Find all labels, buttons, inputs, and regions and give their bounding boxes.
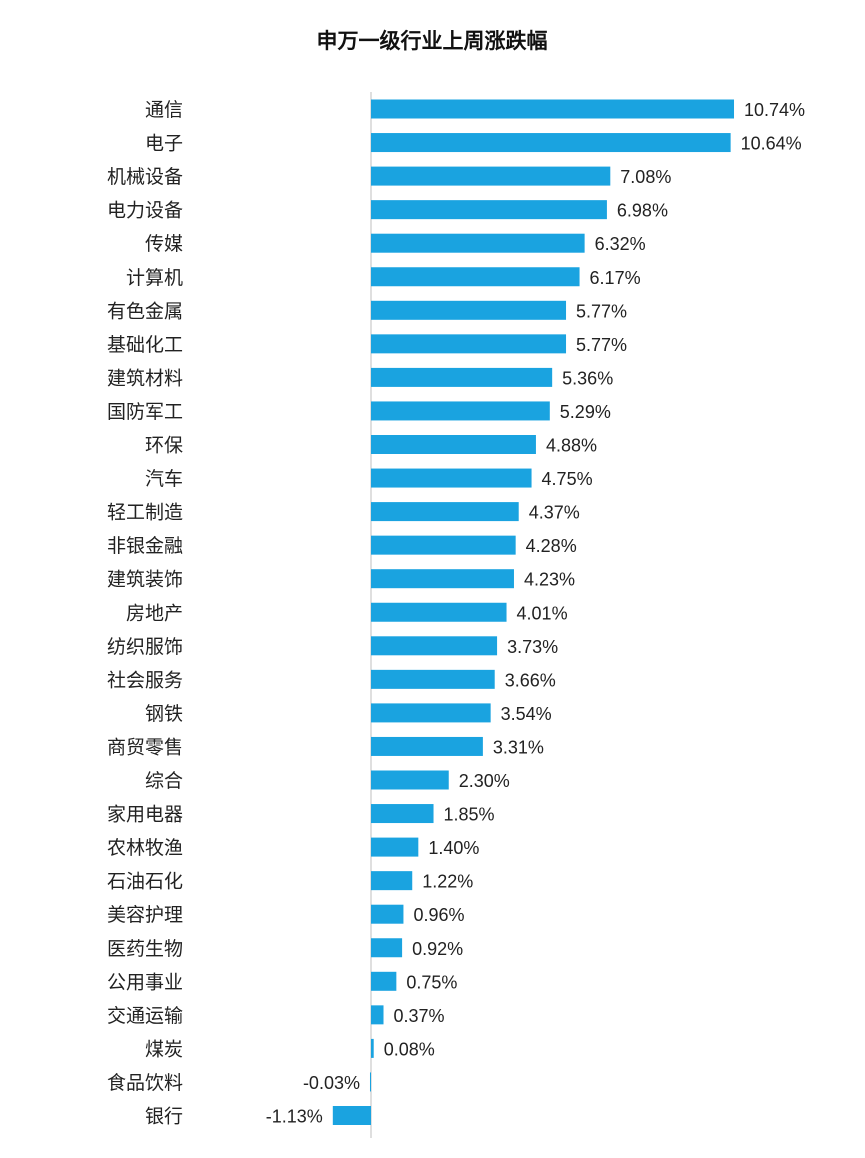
value-label: 4.88%: [546, 436, 597, 456]
bar: [371, 770, 449, 790]
value-label: 2.30%: [459, 771, 510, 791]
category-label: 传媒: [145, 233, 183, 255]
category-label: 综合: [145, 770, 183, 792]
value-label: 0.37%: [394, 1006, 445, 1026]
bar: [371, 468, 532, 488]
bar: [371, 636, 498, 656]
bar: [371, 602, 507, 622]
value-label: 5.36%: [562, 368, 613, 388]
bar: [371, 200, 607, 220]
value-label: 0.08%: [384, 1039, 435, 1059]
category-label: 环保: [145, 435, 183, 457]
category-label: 电子: [145, 133, 183, 155]
bar: [371, 1038, 374, 1058]
bar: [371, 804, 434, 824]
bar: [371, 166, 611, 186]
category-label: 建筑装饰: [107, 569, 183, 591]
value-label: 10.74%: [744, 100, 805, 120]
category-label: 医药生物: [107, 938, 183, 960]
value-label: 5.77%: [576, 335, 627, 355]
value-label: 4.75%: [542, 469, 593, 489]
category-label: 非银金融: [107, 535, 183, 557]
category-label: 石油石化: [107, 871, 183, 893]
bar: [371, 904, 404, 924]
category-label: 家用电器: [107, 804, 183, 826]
category-label: 机械设备: [107, 166, 183, 188]
category-label: 煤炭: [145, 1038, 183, 1060]
category-label: 国防军工: [107, 401, 183, 423]
category-label: 汽车: [145, 468, 183, 490]
bar: [371, 736, 483, 756]
category-label: 食品饮料: [107, 1072, 183, 1094]
value-label: 3.31%: [493, 737, 544, 757]
category-label: 公用事业: [107, 971, 183, 993]
bar: [371, 233, 585, 253]
category-label: 银行: [145, 1106, 183, 1128]
value-label: 6.98%: [617, 201, 668, 221]
value-label: 1.40%: [428, 838, 479, 858]
bar: [371, 99, 735, 119]
category-label: 交通运输: [107, 1005, 183, 1027]
category-label: 钢铁: [145, 703, 183, 725]
category-label: 电力设备: [107, 200, 183, 222]
value-label: 1.22%: [422, 872, 473, 892]
category-label: 房地产: [126, 602, 183, 624]
category-label: 通信: [145, 99, 183, 121]
bar: [371, 871, 413, 891]
value-label: 3.54%: [501, 704, 552, 724]
bar: [371, 367, 553, 387]
category-label: 轻工制造: [107, 502, 183, 524]
category-label: 社会服务: [107, 669, 183, 691]
value-label: -1.13%: [266, 1107, 323, 1127]
value-label: 0.92%: [412, 939, 463, 959]
bar: [371, 837, 419, 857]
category-label: 有色金属: [107, 300, 183, 322]
category-label: 计算机: [126, 267, 183, 289]
category-label: 农林牧渔: [107, 837, 183, 859]
bar: [371, 502, 519, 522]
chart-title: 申万一级行业上周涨跌幅: [317, 29, 548, 53]
value-label: 0.96%: [413, 905, 464, 925]
bar: [371, 435, 536, 454]
value-label: 5.77%: [576, 301, 627, 321]
category-label: 基础化工: [107, 334, 183, 356]
bar: [371, 1005, 384, 1025]
value-label: -0.03%: [303, 1073, 360, 1093]
value-label: 7.08%: [620, 167, 671, 187]
bar: [371, 669, 495, 689]
value-label: 0.75%: [406, 972, 457, 992]
value-label: 6.32%: [595, 234, 646, 254]
category-label: 建筑材料: [107, 367, 183, 389]
value-label: 4.01%: [517, 603, 568, 623]
bar: [371, 703, 491, 723]
bar: [332, 1106, 371, 1125]
value-label: 5.29%: [560, 402, 611, 422]
value-label: 4.23%: [524, 570, 575, 590]
bar: [371, 401, 550, 421]
category-label: 商贸零售: [107, 736, 183, 758]
bar: [371, 938, 403, 958]
bar: [371, 300, 567, 320]
value-label: 1.85%: [444, 805, 495, 825]
bar: [371, 535, 516, 555]
value-label: 3.73%: [507, 637, 558, 657]
bar: [371, 133, 731, 153]
value-label: 6.17%: [590, 268, 641, 288]
bar: [371, 267, 580, 287]
bars-group: 通信 10.74% 电子 10.64% 机械设备 7.08% 电力设备 6.98% 传媒 6.32…: [107, 99, 805, 1128]
value-label: 10.64%: [741, 134, 802, 154]
category-label: 纺织服饰: [107, 636, 183, 658]
bar: [371, 334, 567, 354]
bar: [371, 971, 397, 991]
value-label: 3.66%: [505, 670, 556, 690]
bar: [369, 1072, 371, 1092]
bar: [371, 569, 514, 589]
value-label: 4.37%: [529, 503, 580, 523]
category-label: 美容护理: [107, 904, 183, 926]
value-label: 4.28%: [526, 536, 577, 556]
